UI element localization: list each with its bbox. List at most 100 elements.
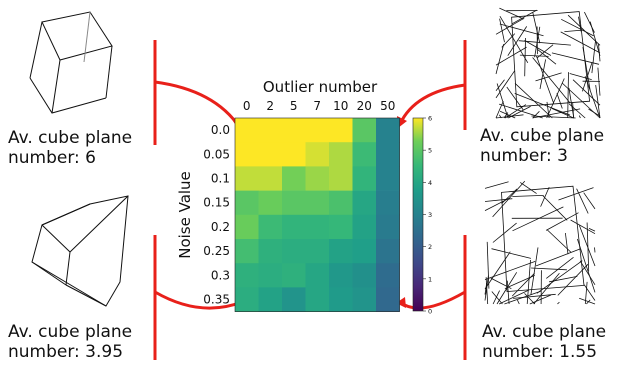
- noise-line: [501, 188, 518, 204]
- noise-line: [486, 241, 490, 289]
- noise-line: [567, 14, 601, 46]
- noise-line: [495, 100, 504, 119]
- noise-line: [519, 54, 549, 57]
- red-connectors: [153, 40, 467, 360]
- heatmap-cell: [376, 118, 400, 143]
- noise-line: [532, 12, 541, 44]
- noise-line: [484, 283, 488, 295]
- caption-line: Av. cube plane: [8, 322, 133, 342]
- noise-line: [579, 297, 596, 305]
- noise-line: [546, 256, 574, 279]
- heatmap-cell: [376, 190, 400, 216]
- noise-line: [495, 46, 527, 66]
- heatmap-cell: [305, 190, 330, 216]
- noise-line: [557, 263, 589, 296]
- colorbar-tick-label: 2: [428, 243, 432, 251]
- noise-line: [598, 43, 601, 62]
- heatmap: [234, 117, 400, 312]
- noise-line: [512, 195, 544, 197]
- y-axis-title: Noise Value: [176, 171, 194, 259]
- heatmap-cell: [258, 239, 283, 264]
- heatmap-cell: [235, 239, 259, 264]
- noise-line: [507, 26, 528, 56]
- noise-line: [526, 259, 531, 305]
- heatmap-cell: [282, 190, 306, 216]
- left-arrow-top: [154, 80, 242, 129]
- noisy-cube-3-planes-illustration: [495, 7, 601, 119]
- x-tick-label: 7: [313, 99, 321, 113]
- heatmap-cell: [258, 287, 283, 312]
- noise-line: [484, 198, 513, 202]
- noise-line: [568, 87, 575, 119]
- cube-outline: [511, 11, 591, 108]
- heatmap-cell: [305, 118, 330, 143]
- noise-line: [595, 85, 601, 119]
- noise-line: [492, 222, 517, 243]
- noise-line: [530, 247, 539, 295]
- noise-line: [570, 219, 596, 235]
- heatmap-cell: [258, 214, 283, 240]
- cube-outline: [501, 185, 585, 293]
- noise-line: [576, 188, 589, 214]
- caption-value: number: 3.95: [8, 342, 124, 362]
- x-axis-title: Outlier number: [263, 78, 378, 96]
- noise-line: [492, 290, 500, 305]
- noise-line: [512, 206, 564, 232]
- noise-line: [514, 83, 553, 119]
- noise-line: [519, 182, 537, 194]
- noise-line: [495, 17, 525, 35]
- noise-line: [586, 299, 591, 305]
- heatmap-cell: [329, 263, 353, 288]
- noise-line: [511, 9, 537, 25]
- noise-line: [560, 31, 601, 54]
- colorbar-tick-label: 0: [428, 308, 432, 316]
- heatmap-cell: [235, 190, 259, 216]
- right-arrow-bottom: [399, 290, 466, 310]
- heatmap-cell: [305, 142, 330, 167]
- noise-line: [514, 93, 571, 116]
- cube-3.95-planes-illustration: [31, 195, 129, 307]
- noise-line: [504, 290, 541, 305]
- heatmap-cell: [352, 263, 377, 288]
- heatmap-cell: [329, 287, 353, 312]
- colorbar-tick-label: 1: [428, 275, 432, 283]
- cube-6-planes-illustration: [29, 11, 113, 114]
- noise-line: [531, 115, 576, 119]
- noise-line: [584, 76, 601, 119]
- x-tick-label: 50: [380, 99, 395, 113]
- heatmap-cell: [305, 166, 330, 191]
- y-tick-label: 0.0: [211, 123, 230, 137]
- noise-line: [511, 272, 535, 297]
- heatmap-frame: [234, 117, 400, 312]
- colorbar-tick-label: 5: [428, 147, 432, 155]
- colorbar-tick-label: 6: [428, 115, 432, 123]
- noise-line: [518, 40, 571, 46]
- noise-line: [536, 260, 583, 294]
- heatmap-cell: [235, 142, 259, 167]
- heatmap-cell: [352, 214, 377, 240]
- heatmap-cell: [235, 214, 259, 240]
- heatmap-cell: [282, 166, 306, 191]
- heatmap-cell: [258, 118, 283, 143]
- noise-line: [508, 106, 531, 119]
- x-tick-label: 20: [357, 99, 372, 113]
- noise-line: [506, 86, 524, 111]
- noise-line: [567, 72, 569, 119]
- noise-line: [583, 192, 596, 210]
- heatmap-cell: [352, 190, 377, 216]
- caption-top-left: Av. cube plane number: 6: [8, 128, 132, 168]
- caption-top-right: Av. cube plane number: 3: [480, 126, 604, 166]
- noise-line: [535, 248, 581, 267]
- noise-line: [551, 108, 574, 119]
- noise-line: [495, 114, 524, 119]
- heatmap-cell: [352, 239, 377, 264]
- noise-line: [539, 59, 546, 90]
- noise-line: [558, 187, 594, 201]
- heatmap-cell: [305, 239, 330, 264]
- noisy-cube-1.55-planes-illustration: [484, 180, 596, 305]
- y-tick-label: 0.05: [203, 147, 230, 161]
- noise-line: [536, 44, 554, 59]
- right-arrow-top: [398, 83, 466, 125]
- x-tick-label: 0: [243, 99, 251, 113]
